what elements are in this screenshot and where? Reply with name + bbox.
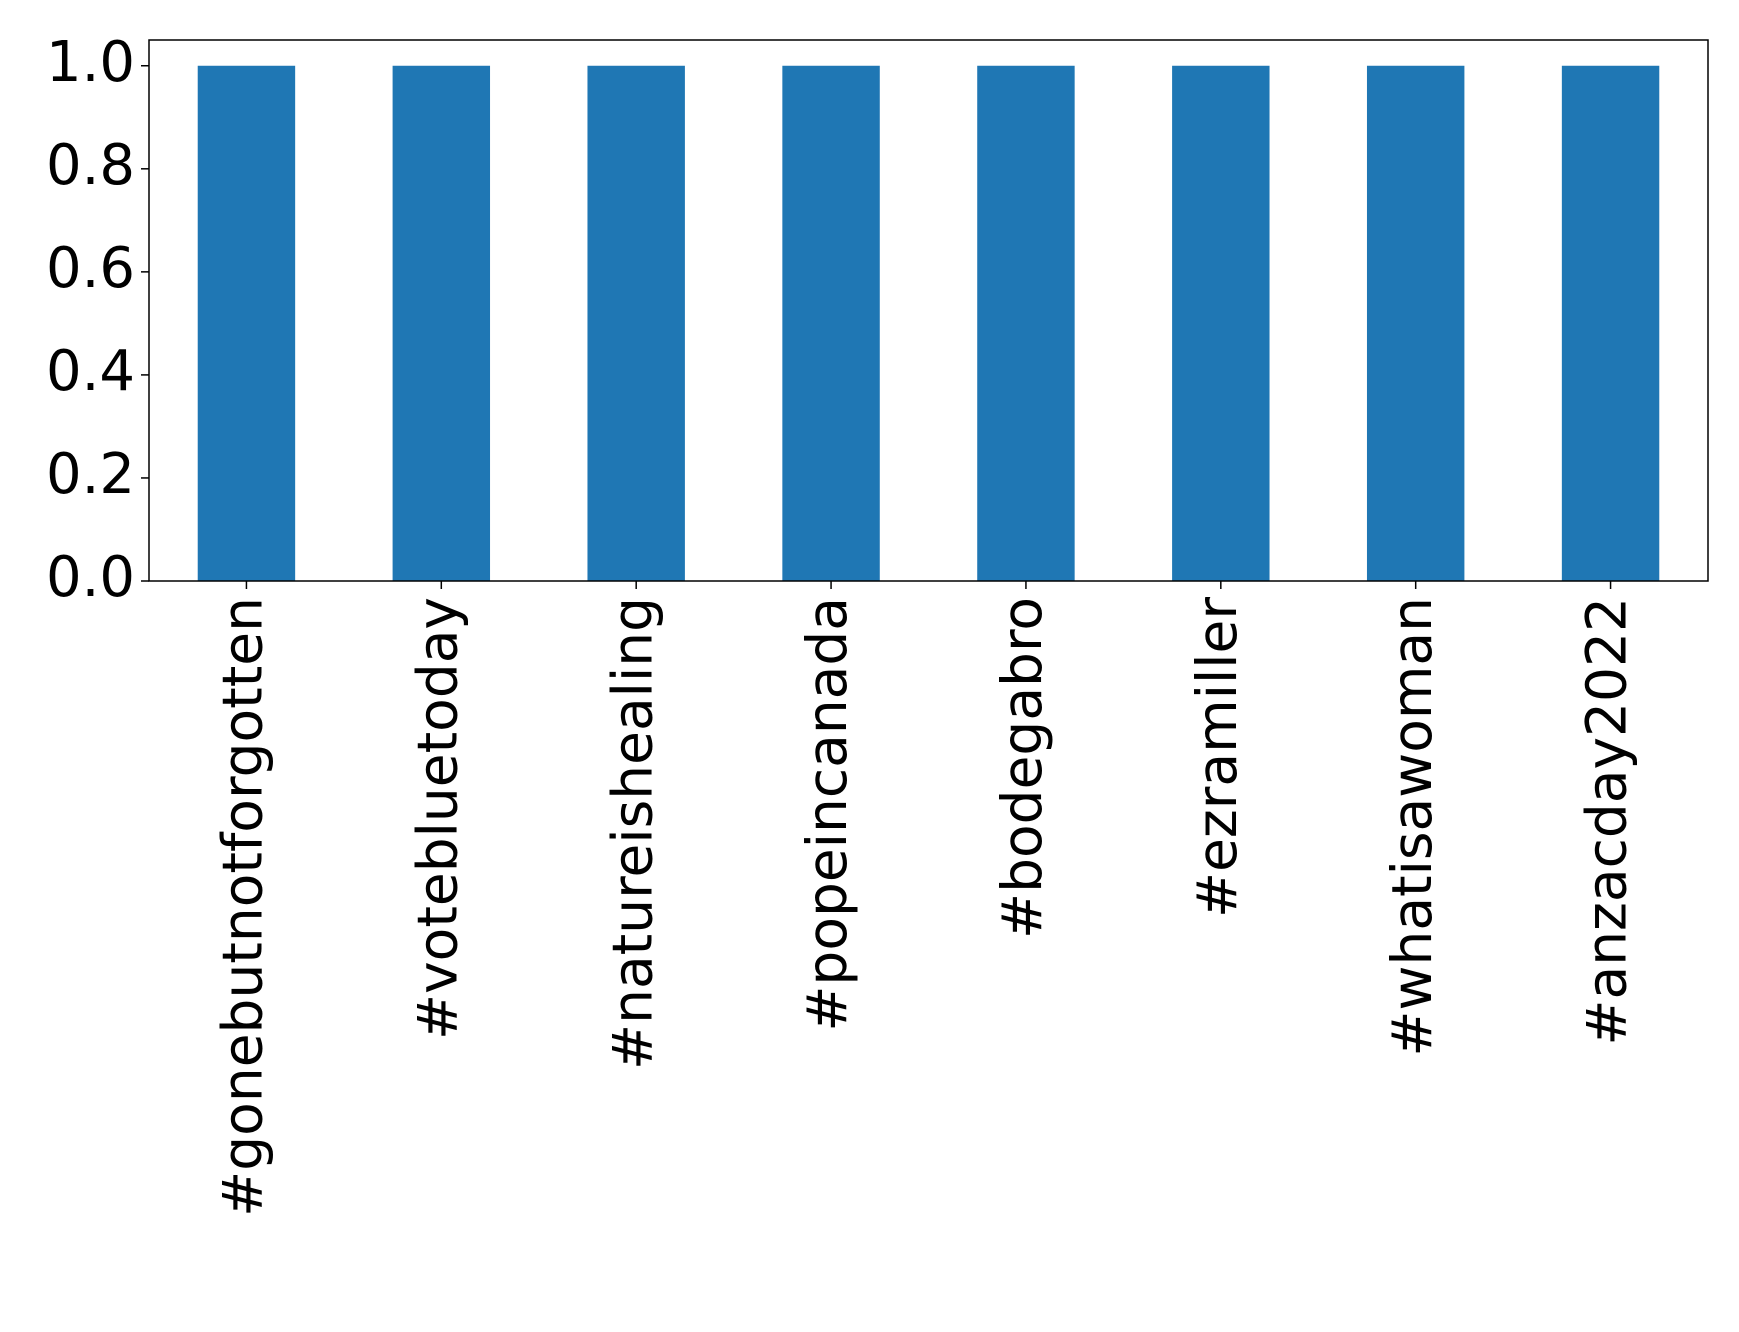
- bar: [782, 65, 880, 581]
- bar: [1172, 65, 1270, 581]
- x-tick-label: #gonebutnotforgotten: [211, 597, 275, 1217]
- y-tick-label: 0.8: [46, 133, 135, 198]
- bar: [197, 65, 296, 581]
- plot-frame: [148, 39, 1709, 582]
- bar: [1366, 65, 1465, 581]
- bar: [977, 65, 1075, 581]
- x-tick-label: #natureishealing: [600, 597, 664, 1070]
- x-tick-label: #whatisawoman: [1380, 597, 1444, 1057]
- bar: [392, 65, 491, 581]
- x-tick-label: #bodegabro: [990, 597, 1054, 939]
- y-tick-label: 0.6: [46, 236, 135, 301]
- y-tick-label: 0.0: [46, 545, 135, 610]
- x-tick-label: #anzacday2022: [1575, 597, 1639, 1046]
- x-tick-label: #ezramiller: [1185, 597, 1249, 918]
- y-tick-label: 0.4: [46, 339, 135, 404]
- x-tick-label: #popeincanada: [795, 597, 859, 1032]
- y-tick-label: 0.2: [46, 442, 135, 507]
- x-tick-label: #votebluetoday: [405, 597, 469, 1040]
- bar: [1561, 65, 1660, 581]
- bar: [587, 65, 685, 581]
- y-tick-label: 1.0: [46, 30, 135, 95]
